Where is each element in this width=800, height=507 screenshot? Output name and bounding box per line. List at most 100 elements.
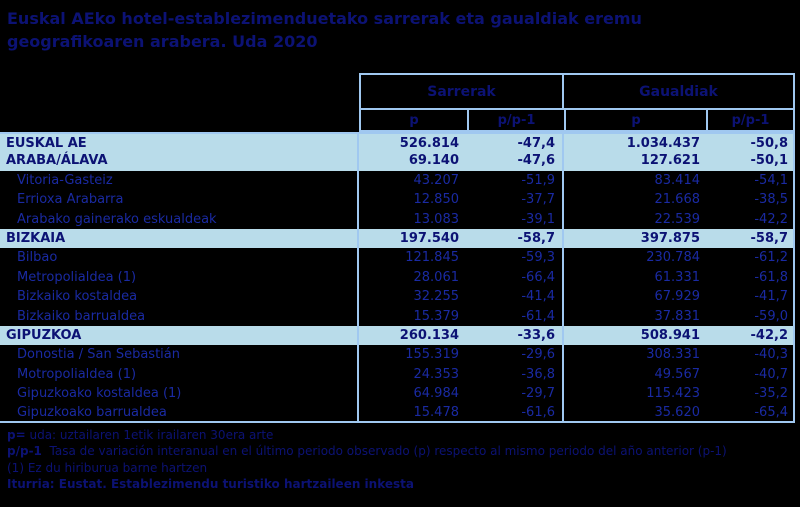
footnote-prefix: p/p-1 (7, 444, 42, 459)
cell-value: -54,1 (706, 170, 795, 191)
table-row: Gipuzkoako barrualdea 15.478 -61,6 35.620 -6… (0, 403, 795, 423)
cell-value: -66,4 (467, 267, 564, 288)
column-group-sarrerak: Sarrerak (359, 73, 564, 110)
footnote-source: Iturria: Eustat. Establezimendu turistik… (7, 476, 797, 492)
cell-value: 15.478 (413, 405, 460, 421)
cell-value: 12.850 (413, 192, 460, 208)
header-corner-cell (0, 110, 359, 132)
row-label: Bizkaiko barrualdea (0, 306, 359, 326)
cell-value: 127.621 (640, 153, 700, 169)
cell-value: 197.540 (399, 230, 459, 246)
row-label: Gipuzkoako barrualdea (0, 403, 359, 421)
subheader-sarrerak-pp1: p/p-1 (467, 110, 564, 132)
cell-value: 21.668 (654, 192, 701, 208)
footnote-capital-excluded: (1) Ez du hiriburua barne hartzen (7, 460, 797, 476)
cell-value: 43.207 (413, 172, 460, 188)
row-label: Vitoria-Gasteiz (0, 170, 359, 191)
cell-value: -58,7 (467, 228, 564, 249)
cell-value: -38,5 (706, 190, 795, 210)
cell-value: -33,6 (467, 325, 564, 346)
header-corner-cell (0, 73, 359, 110)
footnote-variation: p/p-1 Tasa de variación interanual en el… (7, 443, 797, 459)
subheader-sarrerak-p: p (359, 110, 467, 132)
table-row: GIPUZKOA 260.134 -33,6 508.941 -42,2 (0, 325, 795, 346)
page-title: Euskal AEko hotel-establezimenduetako sa… (7, 9, 642, 51)
footnote-text: Tasa de variación interanual en el últim… (41, 444, 727, 459)
row-label: Bizkaiko kostaldea (0, 287, 359, 307)
table-row: Bizkaiko barrualdea 15.379 -61,4 37.831 -59,… (0, 306, 795, 326)
cell-value: -41,4 (467, 287, 564, 307)
cell-value: 35.620 (654, 405, 701, 421)
table-row: Motropolialdea (1) 24.353 -36,8 49.567 -40,7 (0, 364, 795, 385)
cell-value: 22.539 (654, 211, 701, 227)
table-row: Errioxa Arabarra 12.850 -37,7 21.668 -38,5 (0, 190, 795, 210)
cell-value: 260.134 (399, 327, 459, 343)
cell-value: -50,1 (706, 151, 795, 171)
footnotes: p= uda: uztailaren 1etik irailaren 30era… (7, 427, 797, 493)
row-label: Bilbao (0, 248, 359, 268)
cell-value: 61.331 (654, 269, 701, 285)
table-row: ARABA/ÁLAVA 69.140 -47,6 127.621 -50,1 (0, 151, 795, 171)
subheader-gaualdiak-pp1: p/p-1 (706, 110, 795, 132)
table-body: EUSKAL AE 526.814 -47,4 1.034.437 -50,8 ARABA… (0, 132, 795, 423)
cell-value: 37.831 (654, 308, 701, 324)
cell-value: -51,9 (467, 170, 564, 191)
cell-value: -42,2 (706, 209, 795, 229)
cell-value: 49.567 (654, 366, 701, 382)
subheader-gaualdiak-p: p (564, 110, 706, 132)
cell-value: -40,7 (706, 364, 795, 385)
cell-value: -65,4 (706, 403, 795, 421)
row-label: EUSKAL AE (0, 134, 359, 152)
footnote-prefix: p= (7, 428, 26, 442)
cell-value: -61,2 (706, 248, 795, 268)
table-subheader-row: p p/p-1 p p/p-1 (0, 110, 795, 132)
cell-value: -35,2 (706, 384, 795, 404)
cell-value: -58,7 (706, 228, 795, 249)
data-table: Sarrerak Gaualdiak p p/p-1 p p/p-1 EUSKA… (0, 73, 795, 423)
footnote-text: uda: uztailaren 1etik irailaren 30era ar… (25, 428, 274, 442)
table-row: Gipuzkoako kostaldea (1) 64.984 -29,7 115.4… (0, 384, 795, 404)
row-label: Metropolialdea (1) (0, 267, 359, 288)
cell-value: 67.929 (654, 289, 701, 305)
column-group-gaualdiak: Gaualdiak (564, 73, 795, 110)
row-label: Errioxa Arabarra (0, 190, 359, 210)
cell-value: 24.353 (413, 366, 460, 382)
row-label: Motropolialdea (1) (0, 364, 359, 385)
cell-value: 32.255 (413, 289, 460, 305)
footnote-period: p= uda: uztailaren 1etik irailaren 30era… (7, 427, 797, 443)
table-row: Metropolialdea (1) 28.061 -66,4 61.331 -61,8 (0, 267, 795, 288)
cell-value: -39,1 (467, 209, 564, 229)
row-label: Arabako gainerako eskualdeak (0, 209, 359, 229)
cell-value: 397.875 (640, 230, 700, 246)
table-row: Vitoria-Gasteiz 43.207 -51,9 83.414 -54,1 (0, 170, 795, 191)
cell-value: -37,7 (467, 190, 564, 210)
table-group-header-row: Sarrerak Gaualdiak (0, 73, 795, 110)
cell-value: 28.061 (413, 269, 460, 285)
cell-value: 1.034.437 (626, 136, 700, 151)
cell-value: 13.083 (413, 211, 460, 227)
cell-value: 508.941 (640, 327, 700, 343)
row-label: ARABA/ÁLAVA (0, 151, 359, 171)
cell-value: 69.140 (408, 153, 459, 169)
cell-value: 526.814 (399, 136, 459, 151)
cell-value: -36,8 (467, 364, 564, 385)
cell-value: -41,7 (706, 287, 795, 307)
cell-value: 155.319 (405, 347, 459, 363)
cell-value: 308.331 (646, 347, 700, 363)
cell-value: -61,4 (467, 306, 564, 326)
footnote-text: Iturria: Eustat. Establezimendu turistik… (7, 477, 414, 492)
footnote-text: (1) Ez du hiriburua barne hartzen (7, 460, 208, 475)
table-row: Donostia / San Sebastián 155.319 -29,6 308.… (0, 345, 795, 365)
cell-value: -47,4 (467, 134, 564, 152)
table-row: BIZKAIA 197.540 -58,7 397.875 -58,7 (0, 228, 795, 249)
cell-value: -42,2 (706, 325, 795, 346)
cell-value: 64.984 (413, 386, 460, 402)
cell-value: 83.414 (654, 172, 701, 188)
table-row: Bizkaiko kostaldea 32.255 -41,4 67.929 -41,7 (0, 287, 795, 307)
row-label: GIPUZKOA (0, 325, 359, 346)
cell-value: 121.845 (405, 250, 459, 266)
row-label: BIZKAIA (0, 228, 359, 249)
cell-value: -29,7 (467, 384, 564, 404)
cell-value: -50,8 (706, 134, 795, 152)
